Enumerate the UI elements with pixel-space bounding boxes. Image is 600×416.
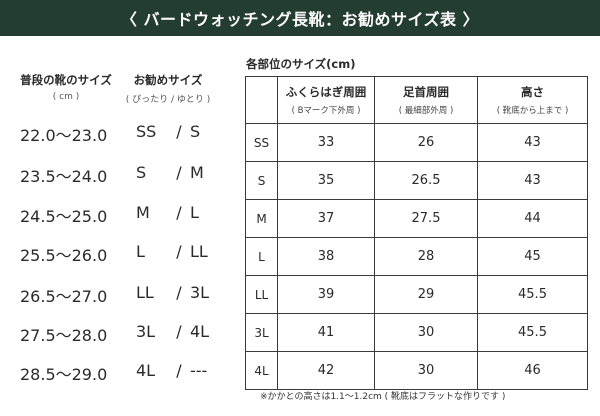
footnote: ※かかとの高さは1.1〜1.2cm ( 靴底はフラットな作りです ) (260, 392, 506, 402)
calf-cell: 39 (277, 275, 375, 314)
size-separator: / (176, 283, 182, 302)
column-header-sub: ( 最細部外周 ) (398, 106, 454, 116)
table-corner-cell (245, 76, 278, 124)
loose-size: M (190, 163, 204, 182)
snug-size: L (136, 242, 145, 261)
column-header-calf: ふくらはぎ周囲 ( Bマーク下外周 ) (277, 76, 375, 124)
shoe-size-range: 26.5〜27.0 (20, 287, 108, 306)
calf-cell: 38 (277, 237, 375, 276)
header-recommended-label: お勧めサイズ (133, 73, 203, 87)
recommended-size: LL / 3L (136, 283, 226, 302)
recommended-size: S / M (136, 163, 226, 182)
list-item: 23.5〜24.0 S / M (0, 163, 230, 193)
calf-cell: 41 (277, 313, 375, 352)
ankle-cell: 30 (374, 313, 478, 352)
calf-cell: 42 (277, 351, 375, 390)
row-size-label: M (245, 199, 278, 238)
column-header-label: 足首周囲 (403, 85, 449, 99)
table-row: M 37 27.5 44 (245, 199, 588, 238)
height-cell: 44 (477, 199, 588, 238)
height-cell: 46 (477, 351, 588, 390)
column-header-label: 高さ (521, 85, 544, 99)
list-item: 22.0〜23.0 SS / S (0, 122, 230, 152)
height-cell: 45.5 (477, 313, 588, 352)
height-cell: 43 (477, 123, 588, 162)
list-item: 27.5〜28.0 3L / 4L (0, 322, 230, 352)
loose-size: --- (190, 361, 208, 380)
header-shoe-size-unit: ( cm ) (52, 92, 80, 102)
height-cell: 43 (477, 161, 588, 200)
ankle-cell: 27.5 (374, 199, 478, 238)
measurement-table-title: 各部位のサイズ(cm) (246, 57, 356, 71)
column-header-ankle: 足首周囲 ( 最細部外周 ) (374, 76, 478, 124)
list-item: 25.5〜26.0 L / LL (0, 242, 230, 272)
ankle-cell: 29 (374, 275, 478, 314)
recommended-size: M / L (136, 203, 226, 222)
row-size-label: L (245, 237, 278, 276)
snug-size: 4L (136, 361, 156, 380)
header-shoe-size: 普段の靴のサイズ ( cm ) (8, 72, 124, 102)
height-cell: 45.5 (477, 275, 588, 314)
calf-cell: 33 (277, 123, 375, 162)
title-banner: 〈 バードウォッチング長靴：お勧めサイズ表 〉 (0, 0, 600, 36)
column-header-sub: ( 靴底から上まで ) (496, 106, 569, 116)
loose-size: S (190, 122, 201, 141)
shoe-size-range: 28.5〜29.0 (20, 365, 108, 384)
table-row: SS 33 26 43 (245, 123, 588, 162)
size-separator: / (176, 203, 182, 222)
snug-size: LL (136, 283, 154, 302)
table-row: LL 39 29 45.5 (245, 275, 588, 314)
ankle-cell: 30 (374, 351, 478, 390)
shoe-size-range: 23.5〜24.0 (20, 167, 108, 186)
snug-size: SS (136, 122, 157, 141)
size-separator: / (176, 242, 182, 261)
row-size-label: LL (245, 275, 278, 314)
recommended-size: SS / S (136, 122, 226, 141)
recommended-size: 4L / --- (136, 361, 226, 380)
loose-size: 4L (190, 322, 210, 341)
list-item: 26.5〜27.0 LL / 3L (0, 283, 230, 313)
header-recommended: お勧めサイズ ( ぴったり / ゆとり ) (124, 72, 212, 105)
row-size-label: S (245, 161, 278, 200)
loose-size: 3L (190, 283, 210, 302)
calf-cell: 37 (277, 199, 375, 238)
column-header-sub: ( Bマーク下外周 ) (291, 106, 361, 116)
recommended-size: L / LL (136, 242, 226, 261)
calf-cell: 35 (277, 161, 375, 200)
row-size-label: 4L (245, 351, 278, 390)
size-separator: / (176, 322, 182, 341)
shoe-size-range: 22.0〜23.0 (20, 126, 108, 145)
header-shoe-size-label: 普段の靴のサイズ (20, 73, 112, 87)
list-item: 24.5〜25.0 M / L (0, 203, 230, 233)
snug-size: M (136, 203, 150, 222)
row-size-label: SS (245, 123, 278, 162)
recommended-size: 3L / 4L (136, 322, 226, 341)
shoe-size-range: 25.5〜26.0 (20, 246, 108, 265)
table-row: L 38 28 45 (245, 237, 588, 276)
loose-size: LL (190, 242, 208, 261)
table-row: S 35 26.5 43 (245, 161, 588, 200)
column-header-label: ふくらはぎ周囲 (285, 85, 367, 99)
page-title: 〈 バードウォッチング長靴：お勧めサイズ表 〉 (120, 10, 480, 29)
ankle-cell: 26 (374, 123, 478, 162)
snug-size: S (136, 163, 147, 182)
size-separator: / (176, 361, 182, 380)
ankle-cell: 26.5 (374, 161, 478, 200)
shoe-size-range: 24.5〜25.0 (20, 207, 108, 226)
header-recommended-sub: ( ぴったり / ゆとり ) (125, 95, 211, 105)
table-header-row: ふくらはぎ周囲 ( Bマーク下外周 ) 足首周囲 ( 最細部外周 ) 高さ ( 靴底か… (245, 76, 588, 124)
snug-size: 3L (136, 322, 156, 341)
row-size-label: 3L (245, 313, 278, 352)
column-header-height: 高さ ( 靴底から上まで ) (477, 76, 588, 124)
list-item: 28.5〜29.0 4L / --- (0, 361, 230, 391)
measurement-table: ふくらはぎ周囲 ( Bマーク下外周 ) 足首周囲 ( 最細部外周 ) 高さ ( 靴底か… (245, 76, 588, 390)
height-cell: 45 (477, 237, 588, 276)
shoe-size-range: 27.5〜28.0 (20, 326, 108, 345)
table-row: 3L 41 30 45.5 (245, 313, 588, 352)
table-row: 4L 42 30 46 (245, 351, 588, 390)
size-separator: / (176, 163, 182, 182)
size-separator: / (176, 122, 182, 141)
loose-size: L (190, 203, 199, 222)
ankle-cell: 28 (374, 237, 478, 276)
